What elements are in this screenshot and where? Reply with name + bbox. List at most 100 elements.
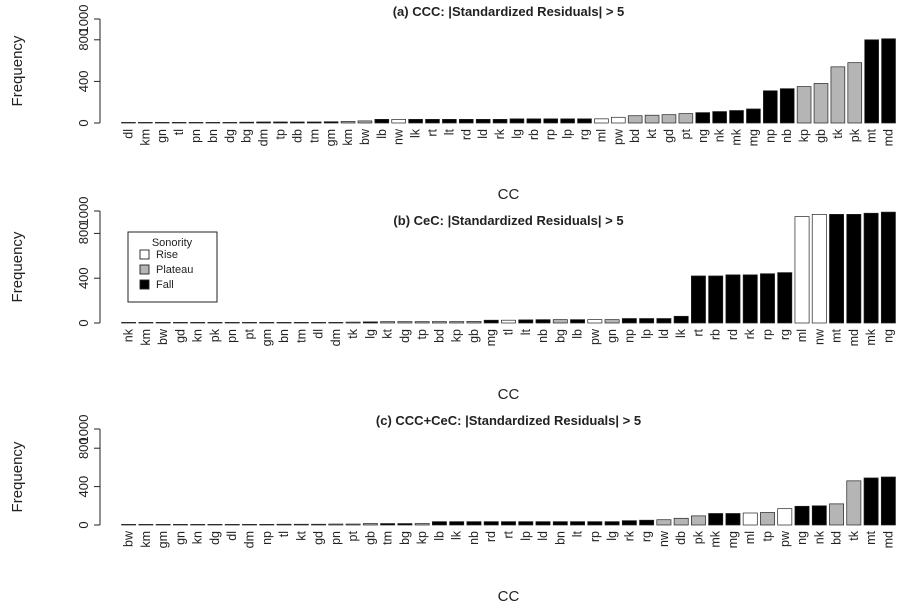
bar [604, 319, 620, 324]
bar [293, 523, 309, 526]
x-tick-label: lb [375, 129, 389, 139]
bar [811, 214, 827, 324]
bar [362, 523, 378, 526]
bar [242, 322, 257, 324]
bar [863, 212, 879, 324]
bar [173, 524, 188, 526]
x-tick-label: rk [622, 530, 636, 541]
bar [796, 86, 812, 124]
bar [190, 322, 206, 324]
x-tick-label: kt [294, 530, 308, 540]
x-tick-label: gd [662, 129, 676, 143]
x-tick-label: pk [208, 328, 222, 342]
x-tick-label: gm [260, 329, 274, 346]
bar [425, 119, 440, 124]
x-tick-label: lp [561, 129, 575, 139]
x-tick-label: dl [121, 129, 135, 139]
bar [639, 519, 655, 526]
x-tick-label: mk [864, 328, 878, 345]
x-tick-label: mt [865, 128, 879, 142]
x-tick-label: tm [381, 531, 395, 545]
bar [673, 315, 689, 324]
bar [155, 322, 171, 324]
x-tick-label: kp [415, 531, 429, 544]
y-tick-label: 400 [76, 267, 91, 289]
x-tick-label: mt [864, 530, 878, 544]
chart-title: (c) CCC+CeC: |Standardized Residuals| > … [376, 413, 641, 428]
bar [442, 119, 457, 124]
y-tick-label: 0 [76, 119, 91, 126]
legend-swatch-fall [139, 279, 150, 290]
x-tick-label: km [138, 129, 152, 146]
x-tick-label: rk [743, 328, 757, 339]
x-tick-label: ng [881, 329, 895, 343]
bar [656, 318, 672, 324]
x-tick-label: gb [814, 129, 828, 143]
bar [173, 322, 188, 324]
bar [380, 321, 396, 324]
x-axis-label: CC [498, 386, 520, 403]
bar [604, 521, 620, 526]
bar [293, 322, 309, 324]
x-tick-label: lt [571, 530, 585, 537]
x-tick-label: np [260, 531, 274, 545]
y-tick-label: 400 [76, 71, 91, 93]
x-tick-label: tl [172, 129, 186, 135]
bar [466, 321, 482, 324]
x-tick-label: kp [797, 129, 811, 142]
bar [207, 524, 223, 526]
legend-label-fall: Fall [156, 279, 174, 291]
bar [345, 321, 361, 324]
x-tick-label: ld [536, 531, 550, 541]
y-tick-label: 0 [76, 521, 91, 528]
x-tick-label: tp [273, 129, 287, 139]
bar [483, 521, 499, 526]
x-tick-label: nk [713, 128, 727, 142]
bar [725, 513, 741, 526]
x-tick-label: pn [225, 329, 239, 343]
bar [794, 216, 810, 324]
x-tick-label: kt [381, 328, 395, 338]
x-tick-label: rp [761, 329, 775, 340]
legend-title: Sonority [152, 237, 193, 249]
chart-title: (b) CeC: |Standardized Residuals| > 5 [393, 213, 623, 228]
bar [171, 122, 187, 124]
y-axis-label: Frequency [9, 35, 26, 106]
bar [863, 477, 879, 526]
x-tick-label: dl [312, 329, 326, 339]
x-tick-label: pt [679, 128, 693, 139]
x-tick-label: lk [450, 530, 464, 540]
bar [207, 322, 223, 324]
y-tick-label: 800 [76, 223, 91, 245]
x-tick-label: md [847, 329, 861, 346]
x-tick-label: dl [225, 531, 239, 541]
x-tick-label: pw [611, 128, 625, 145]
bar [340, 121, 356, 124]
legend-swatch-plateau [139, 264, 150, 275]
x-tick-label: lp [519, 531, 533, 541]
bar [328, 322, 344, 324]
bar [328, 523, 344, 526]
x-tick-label: tk [346, 328, 360, 338]
x-tick-label: gd [173, 329, 187, 343]
x-tick-label: rg [640, 531, 654, 542]
x-tick-label: mg [484, 329, 498, 346]
x-tick-label: km [341, 129, 355, 146]
bar [708, 275, 724, 324]
x-tick-label: dg [208, 531, 222, 545]
x-tick-label: np [622, 329, 636, 343]
x-tick-label: bw [122, 530, 136, 547]
x-tick-label: pk [848, 128, 862, 142]
x-tick-label: tk [847, 530, 861, 540]
bar [518, 319, 534, 324]
bar [644, 114, 660, 124]
bar [729, 110, 744, 124]
bar [656, 519, 672, 526]
bar [611, 116, 626, 124]
x-tick-label: gb [363, 531, 377, 545]
x-tick-label: tm [294, 329, 308, 343]
bar [242, 524, 257, 526]
bar [691, 515, 706, 526]
bar [458, 119, 474, 124]
